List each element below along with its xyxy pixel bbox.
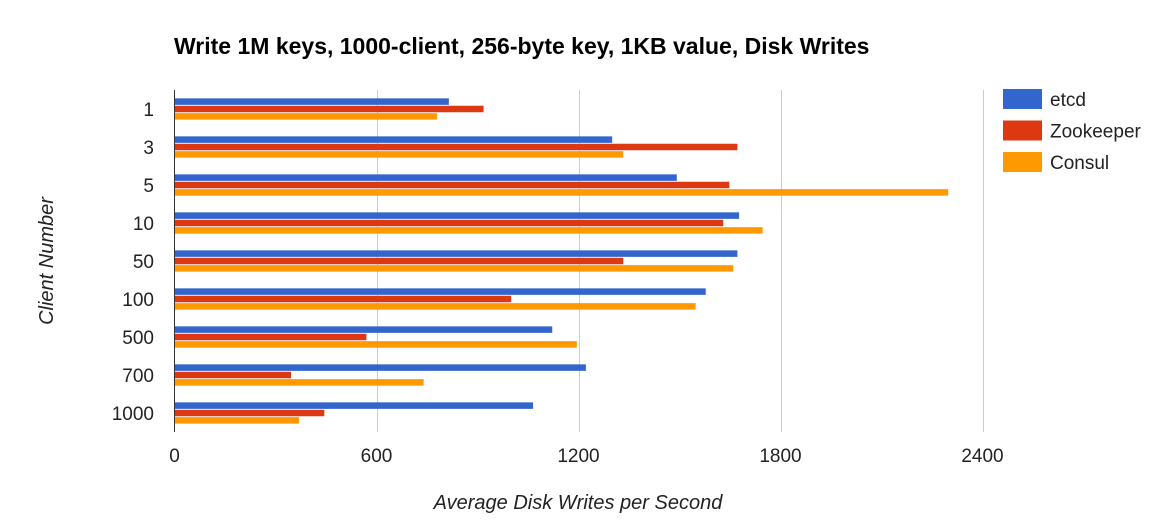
y-tick-label: 100 [122, 290, 154, 311]
bar-etcd-50 [174, 250, 738, 257]
bar-zookeeper-700 [174, 371, 291, 379]
y-tick-label: 500 [122, 328, 154, 349]
y-tick-label: 50 [133, 252, 154, 273]
bar-zookeeper-500 [174, 333, 367, 341]
x-tick-label: 1800 [759, 446, 801, 467]
y-tick-label: 700 [122, 366, 154, 387]
bar-etcd-500 [174, 326, 553, 333]
y-tick-label: 1000 [112, 404, 154, 425]
legend-swatch-zookeeper [1003, 120, 1042, 141]
bar-zookeeper-1 [174, 105, 484, 113]
x-tick-labels: 0 600 1200 1800 2400 [169, 446, 1003, 467]
bar-zookeeper-1000 [174, 409, 325, 417]
x-tick-label: 1200 [557, 446, 599, 467]
legend-label-zookeeper: Zookeeper [1050, 122, 1142, 143]
x-axis-title: Average Disk Writes per Second [433, 492, 724, 514]
bar-consul-700 [174, 379, 424, 386]
bar-consul-100 [174, 303, 696, 310]
bar-etcd-3 [174, 136, 613, 143]
chart-title: Write 1M keys, 1000-client, 256-byte key… [174, 33, 869, 59]
y-tick-label: 10 [133, 214, 154, 235]
bar-consul-10 [174, 227, 763, 234]
legend-label-consul: Consul [1050, 153, 1109, 174]
y-tick-label: 5 [143, 176, 154, 197]
legend-swatch-etcd [1003, 89, 1042, 109]
legend-label-etcd: etcd [1050, 90, 1086, 111]
bar-etcd-10 [174, 212, 740, 219]
bar-etcd-1000 [174, 402, 534, 409]
bar-consul-1000 [174, 417, 300, 424]
bar-etcd-1 [174, 98, 449, 105]
bar-zookeeper-3 [174, 143, 738, 151]
x-tick-label: 2400 [961, 446, 1003, 467]
y-tick-label: 1 [143, 100, 154, 121]
y-tick-labels: 1 3 5 10 50 100 500 700 1000 [112, 100, 154, 425]
bar-consul-50 [174, 265, 734, 272]
bar-zookeeper-50 [174, 257, 624, 265]
bar-consul-5 [174, 189, 949, 196]
bar-consul-500 [174, 341, 577, 348]
bar-zookeeper-5 [174, 181, 730, 189]
x-tick-label: 0 [169, 446, 180, 467]
bar-zookeeper-100 [174, 295, 512, 303]
legend: etcd Zookeeper Consul [1003, 89, 1142, 174]
bars [174, 98, 949, 424]
bar-zookeeper-10 [174, 219, 724, 227]
bar-consul-1 [174, 113, 438, 120]
y-axis-title: Client Number [36, 196, 58, 325]
legend-swatch-consul [1003, 152, 1042, 172]
bar-etcd-100 [174, 288, 706, 295]
bar-etcd-5 [174, 174, 677, 181]
bar-etcd-700 [174, 364, 586, 371]
bar-consul-3 [174, 151, 624, 158]
y-tick-label: 3 [143, 138, 154, 159]
x-tick-label: 600 [361, 446, 393, 467]
